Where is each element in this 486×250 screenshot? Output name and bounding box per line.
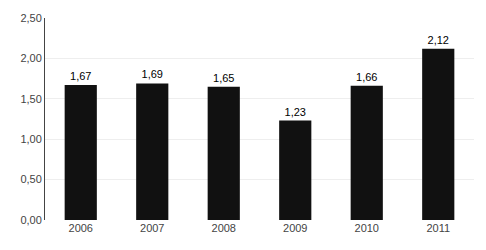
svg-text:1,23: 1,23 xyxy=(285,106,306,118)
svg-text:0,00: 0,00 xyxy=(20,214,41,226)
svg-text:1,66: 1,66 xyxy=(356,71,377,83)
svg-text:0,50: 0,50 xyxy=(20,173,41,185)
svg-text:2010: 2010 xyxy=(355,222,379,234)
svg-text:2,12: 2,12 xyxy=(428,34,449,46)
svg-text:1,00: 1,00 xyxy=(20,133,41,145)
svg-text:2011: 2011 xyxy=(426,222,450,234)
svg-text:2009: 2009 xyxy=(283,222,307,234)
svg-text:1,50: 1,50 xyxy=(20,93,41,105)
svg-text:2006: 2006 xyxy=(69,222,93,234)
svg-text:2007: 2007 xyxy=(140,222,164,234)
svg-text:2008: 2008 xyxy=(212,222,236,234)
svg-text:1,67: 1,67 xyxy=(70,70,91,82)
svg-text:1,69: 1,69 xyxy=(142,68,163,80)
svg-text:2,00: 2,00 xyxy=(20,52,41,64)
svg-text:2,50: 2,50 xyxy=(20,12,41,24)
svg-text:1,65: 1,65 xyxy=(213,72,234,84)
